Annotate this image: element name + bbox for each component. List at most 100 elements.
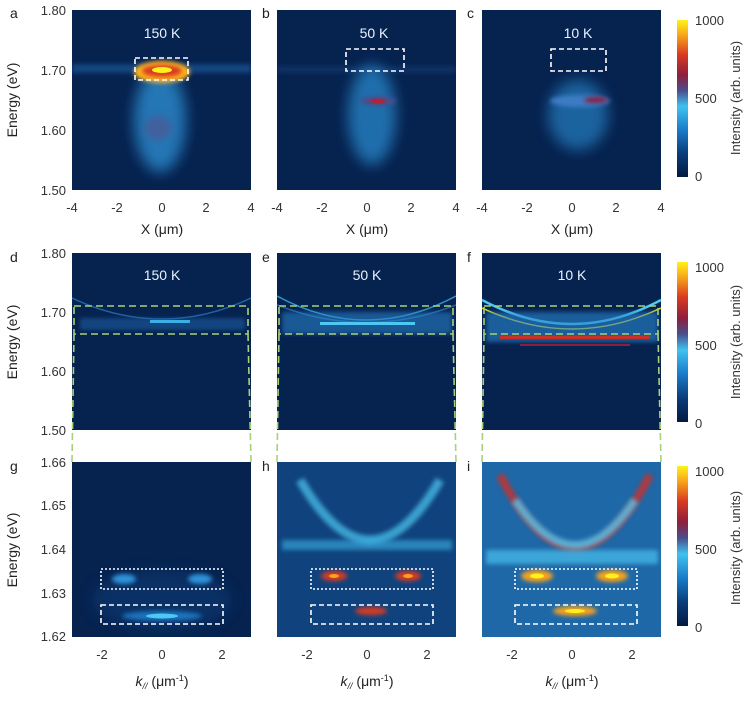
panel-i [482, 462, 661, 637]
colorbar-tick-label: 1000 [695, 13, 724, 28]
x-tick-label: 2 [628, 647, 635, 662]
panel-a: 150 K [72, 10, 251, 190]
x-axis-label-main: k [546, 673, 554, 689]
panel-f-temperature: 10 K [558, 267, 587, 283]
x-axis-label-close: ) [389, 673, 394, 689]
panel-i-dotted-box [514, 568, 638, 590]
colorbar-tick-label: 500 [695, 91, 717, 106]
row3-y-axis-label: Energy (eV) [4, 513, 20, 588]
x-axis-label: k// (μm-1) [136, 673, 189, 691]
panel-a-temperature: 150 K [144, 25, 181, 41]
x-tick-label: 2 [423, 647, 430, 662]
panel-f: 10 K [482, 253, 661, 430]
x-axis-label: k// (μm-1) [546, 673, 599, 691]
colorbar-gradient [677, 262, 688, 422]
panel-label-e: e [262, 249, 270, 265]
y-tick-label: 1.80 [41, 3, 66, 18]
x-tick-label: 4 [452, 200, 459, 215]
x-axis-label: k// (μm-1) [341, 673, 394, 691]
x-tick-label: 0 [158, 200, 165, 215]
x-axis-label-sub: // [142, 681, 150, 691]
x-axis-label: X (μm) [346, 221, 388, 237]
x-tick-label: 0 [363, 200, 370, 215]
y-tick-label: 1.50 [41, 423, 66, 438]
panel-c-x-axis: -4 -2 0 2 4 X (μm) [476, 200, 664, 237]
panel-c: 10 K [482, 10, 661, 190]
panel-b-x-axis: -4 -2 0 2 4 X (μm) [271, 200, 459, 237]
colorbar-label: Intensity (arb. units) [728, 285, 743, 399]
y-tick-label: 1.80 [41, 246, 66, 261]
x-tick-label: -4 [271, 200, 283, 215]
row3-y-ticks: 1.66 1.65 1.64 1.63 1.62 [41, 455, 66, 644]
x-tick-label: -4 [476, 200, 488, 215]
colorbar-tick-label: 500 [695, 542, 717, 557]
panel-i-x-axis: -2 0 2 k// (μm-1) [506, 647, 635, 691]
colorbar-row2: 1000 500 0 Intensity (arb. units) [677, 260, 743, 431]
x-tick-label: -2 [521, 200, 533, 215]
panel-label-h: h [262, 458, 270, 474]
panel-h-dotted-box [310, 568, 434, 590]
y-tick-label: 1.70 [41, 305, 66, 320]
row1-y-ticks: 1.80 1.70 1.60 1.50 [41, 3, 66, 198]
x-tick-label: 0 [568, 647, 575, 662]
colorbar-label: Intensity (arb. units) [728, 491, 743, 605]
panel-b-dashed-box [345, 48, 405, 72]
panel-h-x-axis: -2 0 2 k// (μm-1) [301, 647, 430, 691]
panel-g-dotted-box [100, 568, 224, 590]
x-axis-label-unit: (μm [148, 673, 176, 689]
panel-a-x-axis: -4 -2 0 2 4 X (μm) [66, 200, 254, 237]
panel-g-x-axis: -2 0 2 k// (μm-1) [96, 647, 225, 691]
x-tick-label: 0 [363, 647, 370, 662]
colorbar-tick-label: 500 [695, 338, 717, 353]
row1-y-axis-label: Energy (eV) [4, 63, 20, 138]
panel-g [72, 462, 251, 637]
panel-a-intensity-map [72, 61, 251, 172]
panel-h-intensity-map [277, 462, 456, 637]
panel-label-g: g [10, 458, 18, 474]
x-tick-label: -4 [66, 200, 78, 215]
x-axis-label-exp: -1 [176, 673, 184, 683]
x-tick-label: -2 [96, 647, 108, 662]
x-axis-label-unit: (μm [353, 673, 381, 689]
x-tick-label: 0 [568, 200, 575, 215]
x-tick-label: 2 [218, 647, 225, 662]
panel-d-zoom-box [73, 305, 249, 335]
x-tick-label: 2 [612, 200, 619, 215]
panel-e: 50 K [277, 253, 456, 430]
colorbar-gradient [677, 20, 688, 177]
x-tick-label: -2 [111, 200, 123, 215]
x-tick-label: -2 [506, 647, 518, 662]
x-tick-label: -2 [301, 647, 313, 662]
row2-y-ticks: 1.80 1.70 1.60 1.50 [41, 246, 66, 438]
panel-h [277, 462, 456, 637]
panel-d: 150 K [72, 253, 251, 430]
panel-c-dashed-box [550, 48, 607, 72]
panel-label-a: a [10, 5, 18, 21]
y-tick-label: 1.66 [41, 455, 66, 470]
row2-y-axis-label: Energy (eV) [4, 305, 20, 380]
x-axis-label-close: ) [594, 673, 599, 689]
panel-h-dashed-box [310, 604, 434, 625]
x-axis-label-exp: -1 [381, 673, 389, 683]
colorbar-row1: 1000 500 0 Intensity (arb. units) [677, 13, 743, 184]
panel-e-zoom-box [278, 305, 454, 335]
panel-label-c: c [467, 5, 474, 21]
panel-f-zoom-box [483, 305, 659, 335]
panel-g-intensity-map [92, 570, 232, 630]
panel-label-i: i [467, 458, 470, 474]
y-tick-label: 1.62 [41, 629, 66, 644]
x-axis-label-exp: -1 [586, 673, 594, 683]
panel-e-temperature: 50 K [353, 267, 382, 283]
panel-b-temperature: 50 K [360, 25, 389, 41]
panel-label-f: f [467, 249, 471, 265]
colorbar-tick-label: 1000 [695, 464, 724, 479]
colorbar-tick-label: 1000 [695, 260, 724, 275]
y-tick-label: 1.70 [41, 63, 66, 78]
panel-i-dashed-box [514, 604, 638, 625]
x-axis-label-unit: (μm [558, 673, 586, 689]
panel-d-temperature: 150 K [144, 267, 181, 283]
panel-i-intensity-map [482, 462, 661, 637]
panel-f-intensity-map [482, 298, 661, 346]
x-tick-label: 2 [202, 200, 209, 215]
panel-label-b: b [262, 5, 270, 21]
